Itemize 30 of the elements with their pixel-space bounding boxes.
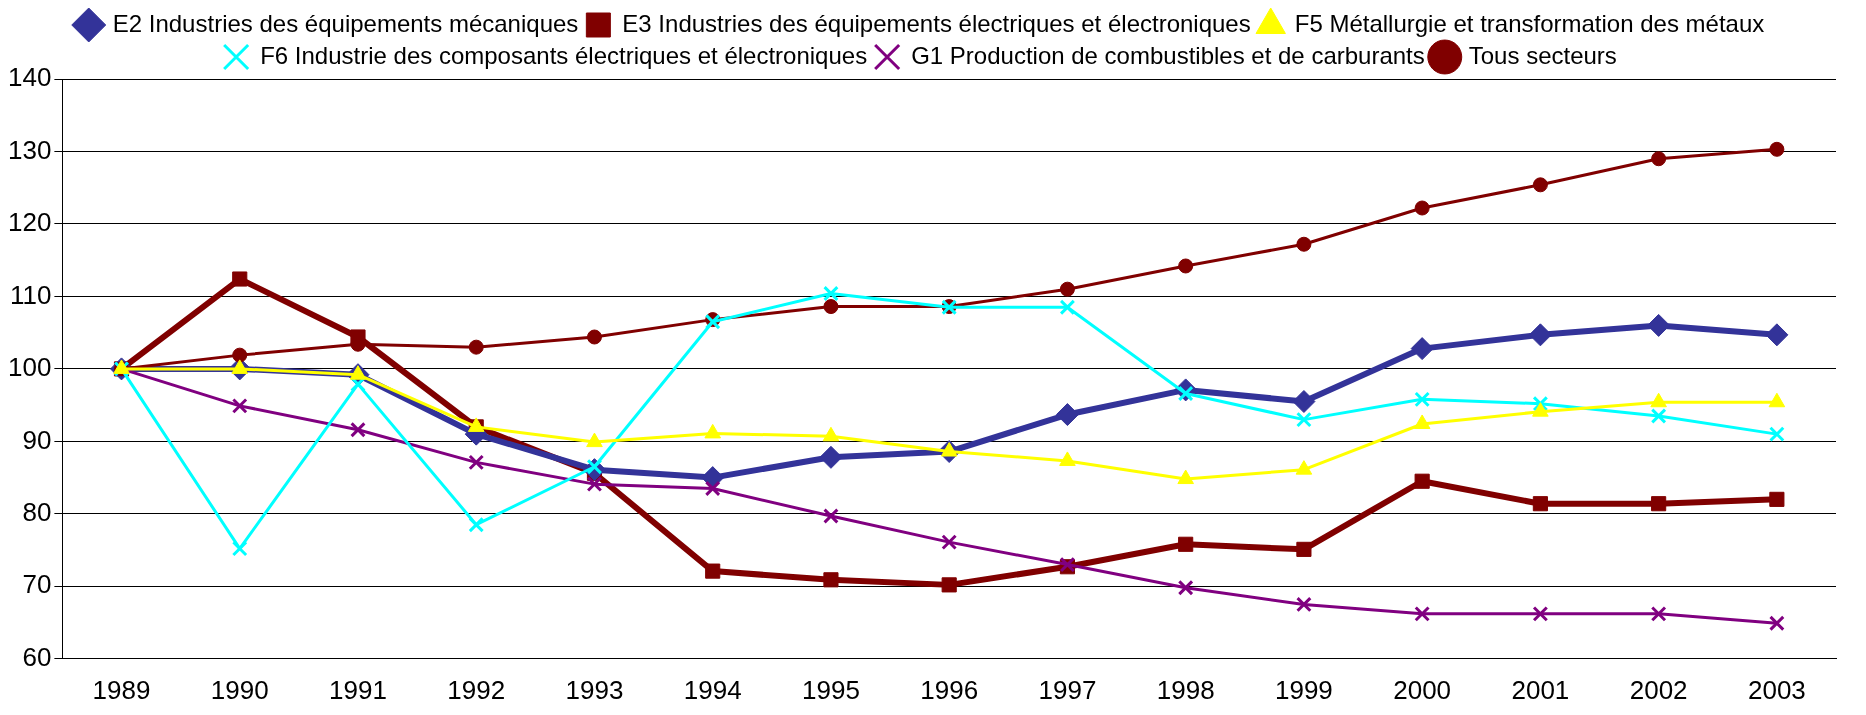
y-tick-label: 100 [7,352,52,383]
x-tick-label: 2002 [1629,674,1688,705]
x-tick-label: 2001 [1511,674,1570,705]
y-tick-label: 60 [22,641,52,672]
legend-label: F6 Industrie des composants électriques et électroniques [260,41,868,69]
y-tick-label: 80 [22,497,52,528]
y-tick-label: 110 [9,279,52,310]
legend-label: Tous secteurs [1468,41,1617,69]
x-tick-label: 1994 [683,674,742,705]
x-tick-label: 1990 [210,674,269,705]
x-tick-label: 1993 [565,674,624,705]
y-tick-label: 120 [7,207,52,238]
legend-label: E3 Industries des équipements électriques et électroniques [622,9,1251,37]
x-tick-label: 1999 [1274,674,1333,705]
x-tick-label: 1997 [1038,674,1097,705]
legend-label: G1 Production de combustibles et de carburants [911,41,1425,69]
y-tick-label: 140 [7,62,52,93]
x-tick-label: 2000 [1393,674,1452,705]
x-tick-label: 1989 [92,674,151,705]
y-tick-label: 130 [7,134,52,165]
y-tick-label: 90 [22,424,52,455]
y-tick-label: 70 [22,569,52,600]
x-tick-label: 1998 [1156,674,1215,705]
x-tick-label: 1991 [329,674,387,705]
legend-label: F5 Métallurgie et transformation des métaux [1294,9,1765,37]
x-tick-label: 1996 [920,674,979,705]
x-tick-label: 1992 [447,674,506,705]
x-tick-label: 1995 [802,674,860,705]
x-tick-label: 2003 [1747,674,1806,705]
legend-label: E2 Industries des équipements mécaniques [112,9,579,37]
